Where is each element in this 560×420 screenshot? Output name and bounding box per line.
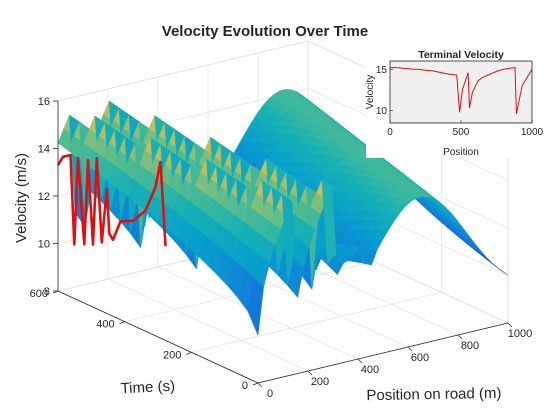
x-tick-mark [407, 346, 413, 352]
final-velocity-curve [56, 153, 167, 247]
x-tick-mark [257, 382, 263, 388]
inset-y-label: Velocity [365, 75, 376, 109]
inset-ticks: 0 500 1000 10 15 [376, 65, 544, 138]
inset-velocity-line [390, 67, 533, 114]
y-tick-label: 200 [163, 349, 181, 361]
x-tick-mark [357, 358, 363, 364]
velocity-surface [57, 89, 509, 337]
x-tick-label: 600 [411, 352, 429, 364]
inset-plot-area [389, 60, 533, 124]
z-tick-label: 12 [38, 191, 50, 203]
grid-x-floor [107, 278, 309, 372]
inset-x-tick-label: 500 [453, 127, 470, 138]
y-tick-label: 600 [30, 288, 48, 300]
final-velocity-line [56, 153, 167, 247]
chart-title: Velocity Evolution Over Time [162, 23, 368, 40]
y-tick-mark [252, 382, 259, 386]
y-tick-mark [119, 321, 125, 325]
x-tick-mark [507, 322, 513, 328]
inset-y-tick-label: 15 [376, 65, 388, 76]
inset-title: Terminal Velocity [418, 49, 504, 61]
x-tick-label: 400 [361, 364, 379, 376]
inset-x-tick-label: 1000 [521, 127, 544, 138]
y-axis-line [57, 290, 259, 384]
x-tick-label: 800 [461, 340, 479, 352]
x-tick-mark [457, 334, 463, 340]
x-axis-line [257, 322, 509, 384]
x-axis-label: Position on road (m) [366, 385, 501, 404]
y-tick-mark [186, 351, 192, 355]
x-tick-label: 0 [267, 388, 273, 400]
inset-x-tick-label: 0 [387, 127, 393, 138]
inset-series [390, 67, 533, 114]
z-tick-label: 8 [44, 286, 50, 298]
inset-y-tick-label: 10 [376, 106, 388, 117]
grid-y-floor [191, 291, 442, 353]
x-tick-label: 200 [311, 376, 329, 388]
y-axis-label: Time (s) [120, 378, 175, 398]
surface-patch [492, 263, 509, 276]
y-tick-label: 0 [242, 380, 248, 392]
z-tick-label: 10 [38, 239, 50, 251]
terminal-velocity-inset: Terminal Velocity Velocity Position 0 500… [365, 48, 556, 158]
z-tick-label: 16 [38, 96, 50, 108]
z-tick-label: 14 [38, 144, 50, 156]
z-axis-label: Velocity (m/s) [13, 153, 30, 243]
grid-z-back [57, 40, 309, 102]
inset-x-label: Position [443, 147, 479, 158]
x-tick-mark [307, 370, 313, 376]
x-tick-label: 1000 [508, 328, 532, 340]
y-tick-label: 400 [96, 319, 114, 331]
